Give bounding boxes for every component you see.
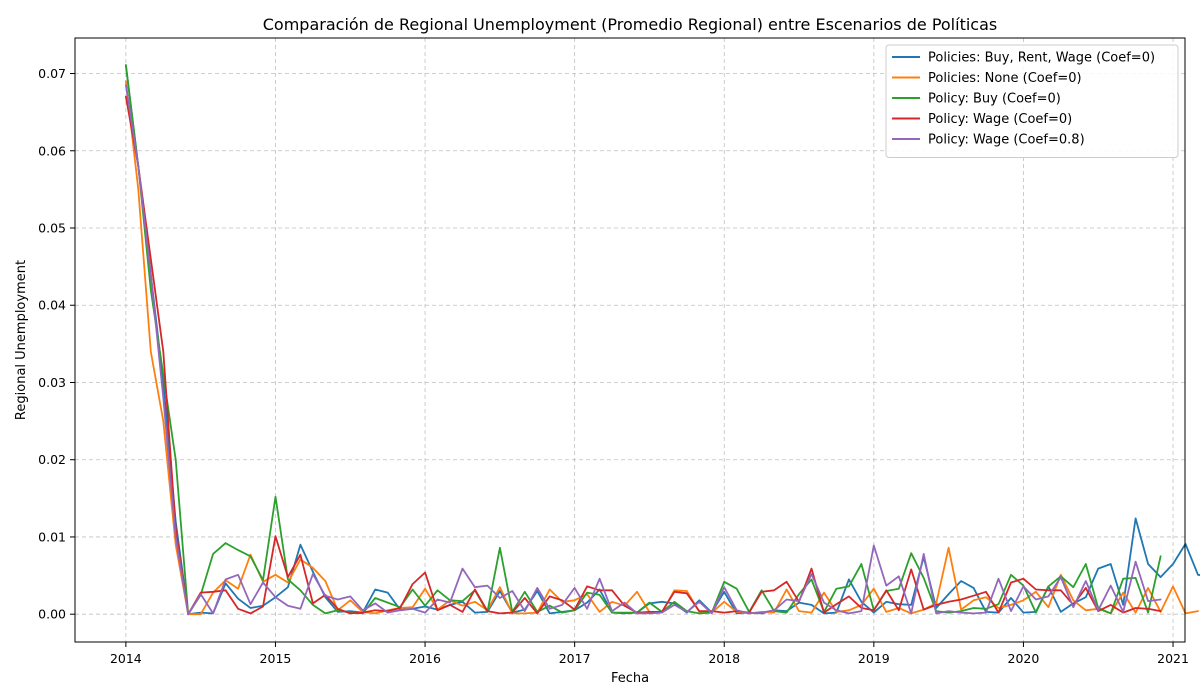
- y-tick-label: 0.01: [38, 529, 66, 544]
- x-axis: 2014 2015 2016 2017 2018 2019 2020 2021: [110, 642, 1189, 666]
- legend-entry: Policy: Buy (Coef=0): [928, 92, 1061, 107]
- x-tick-label: 2018: [708, 651, 740, 666]
- series-line-5: [125, 84, 1162, 616]
- y-tick-label: 0.06: [38, 143, 66, 158]
- x-tick-label: 2020: [1008, 651, 1040, 666]
- y-tick-label: 0.00: [38, 607, 66, 622]
- y-axis: 0.00 0.01 0.02 0.03 0.04 0.05 0.06 0.07: [38, 66, 75, 622]
- legend-box: [885, 44, 1179, 158]
- x-tick-label: 2021: [1157, 651, 1189, 666]
- grid: [75, 38, 1185, 642]
- y-tick-label: 0.03: [38, 375, 66, 390]
- legend: Policies: Buy, Rent, Wage (Coef=0) Polici…: [885, 44, 1179, 158]
- series-line-4: [125, 95, 1162, 616]
- legend-entry: Policies: None (Coef=0): [928, 71, 1082, 86]
- series-layer: [125, 64, 1200, 616]
- x-tick-label: 2017: [559, 651, 591, 666]
- x-tick-label: 2014: [110, 651, 142, 666]
- x-tick-label: 2016: [409, 651, 441, 666]
- x-axis-label: Fecha: [611, 671, 649, 686]
- y-tick-label: 0.05: [38, 221, 66, 236]
- y-tick-label: 0.02: [38, 452, 66, 467]
- plot-area: [74, 37, 1186, 643]
- y-tick-label: 0.04: [38, 298, 66, 313]
- x-tick-label: 2015: [260, 651, 292, 666]
- series-line-2: [125, 80, 1199, 616]
- legend-entry: Policy: Wage (Coef=0.8): [928, 133, 1085, 148]
- chart-title: Comparación de Regional Unemployment (Pr…: [263, 15, 997, 34]
- y-tick-label: 0.07: [38, 66, 66, 81]
- y-axis-label: Regional Unemployment: [14, 260, 29, 420]
- x-tick-label: 2019: [858, 651, 890, 666]
- legend-entry: Policy: Wage (Coef=0): [928, 112, 1072, 127]
- legend-entry: Policies: Buy, Rent, Wage (Coef=0): [928, 51, 1155, 66]
